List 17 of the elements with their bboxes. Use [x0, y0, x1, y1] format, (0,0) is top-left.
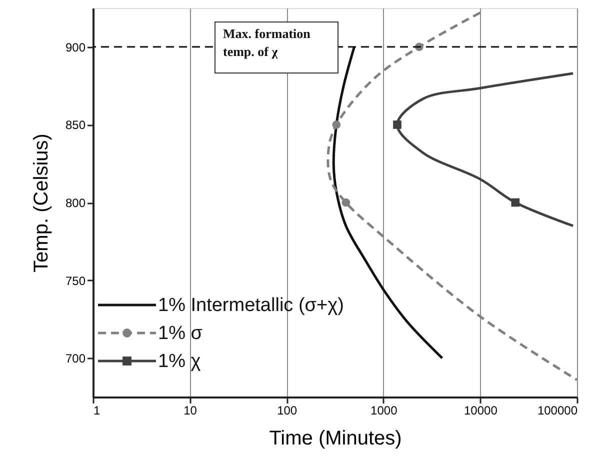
- x-tick-label: 10000: [464, 404, 498, 418]
- y-tick-label: 900: [65, 40, 86, 54]
- ref-line-label: Max. formation temp. of χ: [223, 26, 312, 59]
- x-tick-label: 100: [277, 404, 298, 418]
- legend-label: 1% Intermetallic (σ+χ): [158, 295, 344, 316]
- y-axis-title: Temp. (Celsius): [30, 134, 52, 272]
- y-tick-label: 700: [65, 352, 86, 366]
- y-tick-label: 850: [65, 118, 86, 132]
- x-axis-title: Time (Minutes): [269, 428, 402, 450]
- y-tick-label: 800: [65, 196, 86, 210]
- x-tick-label: 100000: [537, 404, 578, 418]
- legend-label: 1% σ: [158, 323, 203, 344]
- y-tick-label: 750: [65, 274, 86, 288]
- legend-label: 1% χ: [158, 351, 201, 372]
- x-tick-label: 10: [184, 404, 198, 418]
- x-tick-label: 1: [94, 404, 100, 418]
- x-tick-label: 1000: [370, 404, 398, 418]
